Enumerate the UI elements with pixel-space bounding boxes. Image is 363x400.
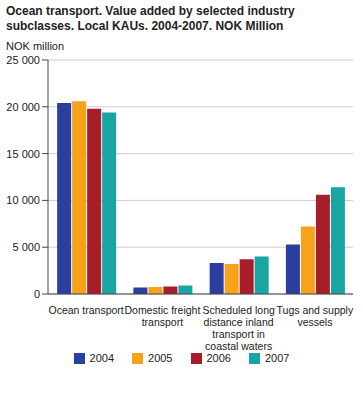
svg-text:Scheduled long: Scheduled long <box>202 304 275 316</box>
html-text:Ocean transport. Value added b: Ocean transport. Value added by selected… <box>6 4 295 33</box>
svg-text:vessels: vessels <box>297 316 332 328</box>
html-text:2004: 2004 <box>89 352 114 364</box>
svg-text:transport in: transport in <box>212 328 265 340</box>
svg-text:20 000: 20 000 <box>8 101 40 113</box>
svg-text:Domestic freight: Domestic freight <box>124 304 200 316</box>
html-text:2007: 2007 <box>265 352 290 364</box>
html-text:2006: 2006 <box>206 352 231 364</box>
html-text:2005: 2005 <box>148 352 173 364</box>
svg-text:coastal waters: coastal waters <box>205 340 272 352</box>
svg-text:25 000: 25 000 <box>8 54 40 66</box>
svg-text:0: 0 <box>34 288 40 300</box>
svg-text:15 000: 15 000 <box>8 148 40 160</box>
svg-text:10 000: 10 000 <box>8 194 40 206</box>
svg-text:transport: transport <box>142 316 184 328</box>
svg-text:Ocean transport: Ocean transport <box>48 304 123 316</box>
svg-text:5 000: 5 000 <box>12 241 40 253</box>
svg-text:Tugs and supply: Tugs and supply <box>277 304 354 316</box>
svg-text:distance inland: distance inland <box>204 316 274 328</box>
html-text:NOK million: NOK million <box>6 40 65 52</box>
